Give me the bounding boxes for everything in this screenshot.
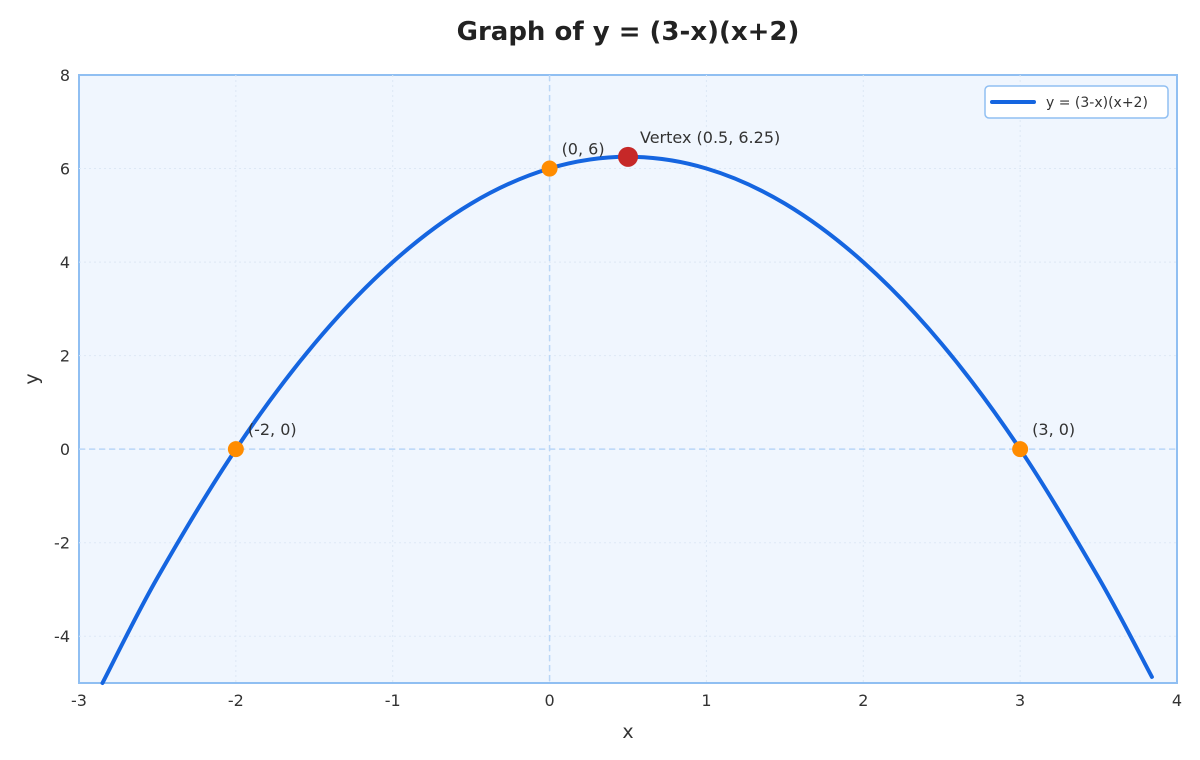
y-axis-label: y xyxy=(21,373,43,384)
legend-label: y = (3-x)(x+2) xyxy=(1046,95,1148,111)
legend-box xyxy=(984,85,1169,119)
points-layer: (-2, 0) (0, 6) (3, 0) Vertex (0.5, 6.25) xyxy=(227,128,1075,458)
point-annotation: (3, 0) xyxy=(1032,420,1075,439)
key-point xyxy=(1012,441,1029,458)
key-point xyxy=(227,441,244,458)
vertex-point xyxy=(618,146,638,167)
chart-title: Graph of y = (3-x)(x+2) xyxy=(457,17,800,47)
point-annotation: (0, 6) xyxy=(562,140,605,159)
y-tick-label: -2 xyxy=(54,534,70,553)
x-tick-label: 1 xyxy=(701,691,711,710)
legend: y = (3-x)(x+2) xyxy=(984,85,1169,119)
x-tick-label: 2 xyxy=(858,691,868,710)
point-annotation: (-2, 0) xyxy=(248,420,297,439)
y-tick-label: 2 xyxy=(60,347,70,366)
x-tick-label: 3 xyxy=(1015,691,1025,710)
x-tick-label: -1 xyxy=(385,691,401,710)
y-tick-label: 6 xyxy=(60,160,70,179)
y-tick-label: 0 xyxy=(60,440,70,459)
x-tick-label: 0 xyxy=(544,691,554,710)
x-tick-label: 4 xyxy=(1172,691,1182,710)
x-tick-label: -2 xyxy=(228,691,244,710)
point-annotation: Vertex (0.5, 6.25) xyxy=(640,128,780,147)
x-axis-label: x xyxy=(622,721,633,743)
plot-area xyxy=(78,74,1178,684)
x-tick-label: -3 xyxy=(71,691,87,710)
tick-labels: -3 -2 -1 0 1 2 3 4 -4 -2 0 2 4 6 8 xyxy=(54,66,1182,710)
y-tick-label: 4 xyxy=(60,253,70,272)
y-tick-label: 8 xyxy=(60,66,70,85)
y-tick-label: -4 xyxy=(54,627,70,646)
key-point xyxy=(541,160,558,177)
